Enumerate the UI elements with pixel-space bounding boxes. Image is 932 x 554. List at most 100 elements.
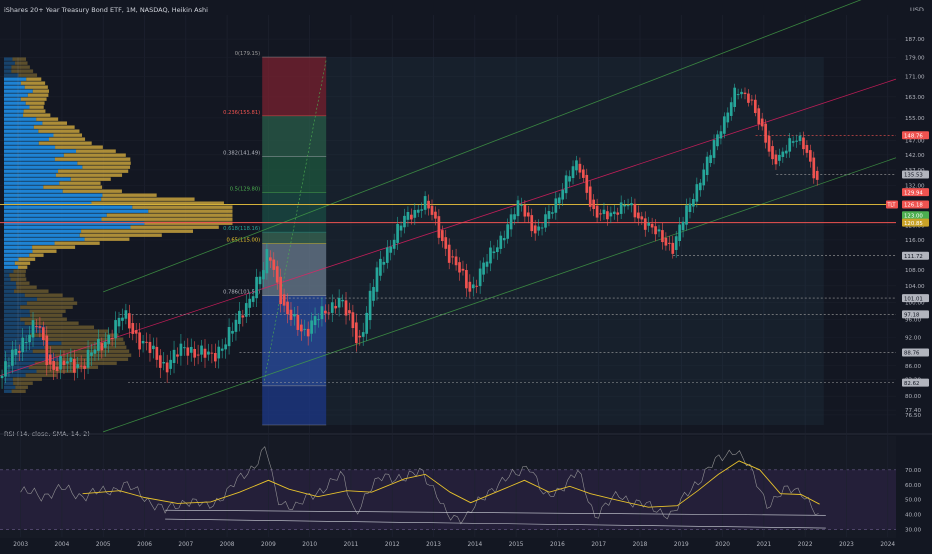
candle-body — [674, 236, 678, 250]
candle-body — [623, 204, 626, 207]
time-axis-tick-label: 2012 — [385, 542, 400, 548]
time-axis-tick-label: 2004 — [55, 542, 70, 548]
candle-body — [341, 299, 344, 302]
volume-profile-row-down — [33, 125, 75, 129]
volume-profile-row-up — [4, 245, 33, 249]
volume-profile-row-up — [4, 217, 102, 221]
candle-body — [506, 224, 510, 239]
candle-body — [172, 349, 176, 363]
candle-body — [657, 229, 661, 232]
fib-extension-zone — [326, 115, 824, 157]
volume-profile-row-up — [4, 169, 59, 173]
volume-profile-row-down — [82, 165, 131, 169]
volume-profile-row-up — [4, 297, 38, 301]
volume-profile-row-down — [63, 153, 126, 157]
candle-body — [502, 238, 506, 241]
candle-body — [169, 359, 172, 369]
candle-body — [709, 155, 712, 164]
volume-profile-row-up — [4, 233, 80, 237]
volume-profile-row-down — [54, 241, 100, 245]
time-axis-background — [0, 538, 932, 550]
candle-body — [131, 323, 135, 334]
volume-profile-row-up — [4, 229, 82, 233]
candle-body — [533, 225, 537, 234]
volume-profile-row-up — [4, 69, 12, 73]
fib-level-label: 0.5(129.80) — [230, 187, 260, 193]
volume-profile-row-down — [16, 285, 37, 289]
price-tag — [902, 188, 929, 197]
volume-profile-row-up — [4, 237, 85, 241]
price-tag — [902, 170, 929, 179]
candle-body — [231, 330, 234, 334]
volume-profile-row-down — [15, 281, 30, 285]
time-axis-tick-label: 2016 — [550, 542, 565, 548]
candle-body — [410, 214, 413, 220]
volume-profile-row-up — [4, 141, 39, 145]
symbol-badge-label: TLT — [887, 203, 896, 209]
candle-body — [447, 244, 451, 263]
volume-profile-row-up — [4, 57, 13, 61]
candle-body — [520, 204, 523, 206]
volume-profile-row-down — [53, 133, 83, 137]
volume-profile-row-down — [70, 177, 111, 181]
candle-body — [643, 218, 647, 230]
volume-profile-row-down — [11, 65, 30, 69]
candle-body — [203, 348, 207, 358]
candle-body — [269, 257, 272, 261]
volume-profile-row-up — [4, 125, 34, 129]
volume-profile-row-up — [4, 301, 27, 305]
volume-profile-row-up — [4, 61, 15, 65]
candle-body — [293, 314, 296, 317]
volume-profile-row-down — [38, 141, 92, 145]
volume-profile-row-down — [44, 337, 124, 341]
volume-profile-row-down — [26, 301, 78, 305]
candle-body — [138, 332, 141, 350]
volume-profile-row-down — [60, 357, 129, 361]
time-axis-tick-label: 2015 — [509, 542, 524, 548]
candle-body — [162, 362, 166, 364]
time-axis-tick-label: 2020 — [715, 542, 730, 548]
volume-profile-row-up — [4, 261, 15, 265]
candle-body — [423, 196, 427, 210]
volume-profile-row-up — [4, 189, 63, 193]
time-axis-tick-label: 2024 — [880, 542, 895, 548]
price-tag-label: 123.00 — [904, 213, 923, 219]
volume-profile-row-down — [20, 97, 47, 101]
rsi-ma-line — [82, 460, 820, 508]
candle-body — [286, 301, 289, 315]
volume-profile-row-up — [4, 285, 17, 289]
candle-body — [224, 344, 227, 350]
volume-profile-row-up — [4, 321, 25, 325]
volume-profile-row-up — [4, 317, 21, 321]
rsi-line — [20, 446, 819, 525]
candle-body — [729, 102, 733, 116]
candle-body — [726, 112, 730, 123]
volume-profile-row-down — [77, 161, 131, 165]
fib-level-label: 0.786(101.58) — [223, 290, 260, 296]
candle-body — [7, 365, 11, 367]
rsi-trendline — [165, 509, 826, 516]
fib-extension-zone — [326, 295, 824, 386]
candle-body — [595, 205, 599, 218]
candle-body — [716, 134, 719, 147]
candle-body — [654, 226, 657, 235]
candle-body — [599, 213, 602, 215]
candle-body — [681, 221, 685, 231]
candle-body — [692, 199, 695, 207]
candle-body — [465, 269, 468, 289]
candle-body — [661, 230, 664, 243]
volume-profile-row-down — [91, 201, 224, 205]
candle-body — [158, 355, 162, 368]
candle-body — [650, 223, 654, 228]
candle-body — [585, 174, 589, 193]
candle-body — [753, 99, 757, 114]
price-axis-tick-label: 187.00 — [905, 37, 925, 43]
candle-body — [427, 200, 430, 209]
candle-body — [513, 214, 516, 220]
candle-body — [778, 154, 781, 161]
candle-body — [354, 322, 358, 344]
candle-body — [220, 348, 224, 351]
volume-profile-row-down — [29, 253, 44, 257]
